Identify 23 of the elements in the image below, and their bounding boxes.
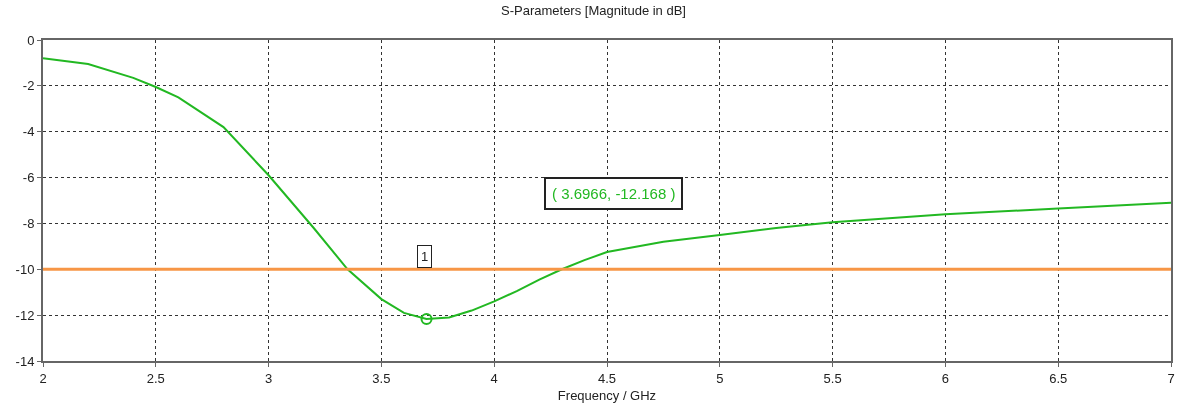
y-tick-label: 0 (27, 32, 35, 48)
annotation: ( 3.6966, -12.168 ) (552, 185, 676, 202)
chart-title: S-Parameters [Magnitude in dB] (501, 3, 686, 19)
x-tick-label: 6 (941, 370, 950, 386)
x-axis-title: Frequency / GHz (557, 387, 657, 403)
y-tick-label: -10 (15, 261, 35, 277)
x-tick-label: 5 (716, 370, 724, 386)
y-tick-label: -12 (15, 307, 35, 323)
y-tick-label: -14 (15, 353, 35, 369)
y-tick-label: -2 (22, 78, 35, 94)
x-tick-label: 5.5 (823, 370, 842, 386)
x-tick-label: 2.5 (146, 370, 165, 386)
y-tick-label: -4 (22, 124, 35, 140)
x-tick-label: 4 (490, 370, 498, 386)
y-tick-label: -8 (22, 215, 35, 231)
x-tick-label: 7 (1167, 370, 1175, 386)
x-tick-label: 3 (264, 370, 273, 386)
x-tick-label: 3.5 (372, 370, 391, 386)
y-tick-label: -6 (22, 170, 35, 186)
annotation: 1 (421, 249, 429, 264)
x-tick-label: 4.5 (597, 370, 617, 386)
x-tick-label: 2 (39, 370, 47, 386)
x-tick-label: 6.5 (1049, 370, 1068, 386)
